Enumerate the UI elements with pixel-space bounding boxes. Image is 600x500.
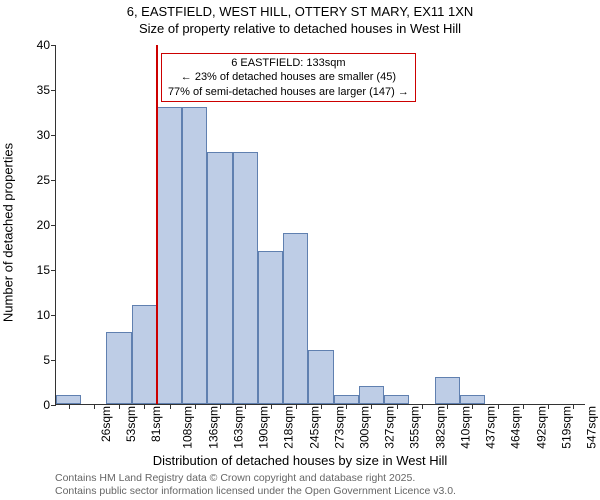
histogram-bar bbox=[384, 395, 409, 404]
x-tick-mark bbox=[397, 404, 398, 409]
x-tick-mark bbox=[195, 404, 196, 409]
histogram-bar bbox=[233, 152, 258, 404]
x-tick-mark bbox=[447, 404, 448, 409]
chart-title-line1: 6, EASTFIELD, WEST HILL, OTTERY ST MARY,… bbox=[0, 4, 600, 21]
y-tick-mark bbox=[51, 135, 56, 136]
y-tick-mark bbox=[51, 315, 56, 316]
x-tick-label: 218sqm bbox=[282, 406, 296, 449]
y-tick-mark bbox=[51, 180, 56, 181]
x-tick-mark bbox=[573, 404, 574, 409]
x-tick-label: 410sqm bbox=[459, 406, 473, 449]
histogram-bar bbox=[56, 395, 81, 404]
histogram-bar bbox=[132, 305, 157, 404]
y-tick-mark bbox=[51, 360, 56, 361]
y-tick-mark bbox=[51, 225, 56, 226]
y-axis-label: Number of detached properties bbox=[1, 143, 16, 322]
footer-attribution: Contains HM Land Registry data © Crown c… bbox=[55, 472, 456, 498]
x-tick-mark bbox=[94, 404, 95, 409]
footer-line1: Contains HM Land Registry data © Crown c… bbox=[55, 472, 456, 485]
y-tick-mark bbox=[51, 405, 56, 406]
x-tick-mark bbox=[271, 404, 272, 409]
x-tick-mark bbox=[548, 404, 549, 409]
x-tick-label: 492sqm bbox=[534, 406, 548, 449]
x-tick-label: 547sqm bbox=[585, 406, 599, 449]
x-tick-mark bbox=[422, 404, 423, 409]
x-tick-label: 437sqm bbox=[484, 406, 498, 449]
histogram-bar bbox=[157, 107, 182, 404]
x-tick-mark bbox=[296, 404, 297, 409]
x-tick-label: 163sqm bbox=[232, 406, 246, 449]
annotation-line3: 77% of semi-detached houses are larger (… bbox=[168, 85, 409, 99]
histogram-bar bbox=[460, 395, 485, 404]
x-tick-mark bbox=[472, 404, 473, 409]
x-tick-mark bbox=[498, 404, 499, 409]
plot-area: 051015202530354026sqm53sqm81sqm108sqm136… bbox=[55, 45, 585, 405]
x-tick-mark bbox=[371, 404, 372, 409]
x-tick-label: 53sqm bbox=[124, 406, 138, 442]
x-axis-label: Distribution of detached houses by size … bbox=[0, 453, 600, 468]
x-tick-mark bbox=[144, 404, 145, 409]
histogram-bar bbox=[182, 107, 207, 404]
annotation-box: 6 EASTFIELD: 133sqm← 23% of detached hou… bbox=[161, 53, 416, 102]
histogram-chart: 6, EASTFIELD, WEST HILL, OTTERY ST MARY,… bbox=[0, 0, 600, 500]
x-tick-mark bbox=[119, 404, 120, 409]
footer-line2: Contains public sector information licen… bbox=[55, 485, 456, 498]
x-tick-label: 108sqm bbox=[181, 406, 195, 449]
x-tick-label: 464sqm bbox=[509, 406, 523, 449]
histogram-bar bbox=[106, 332, 131, 404]
histogram-bar bbox=[207, 152, 232, 404]
histogram-bar bbox=[435, 377, 460, 404]
x-tick-mark bbox=[245, 404, 246, 409]
x-tick-label: 245sqm bbox=[307, 406, 321, 449]
x-tick-label: 382sqm bbox=[433, 406, 447, 449]
histogram-bar bbox=[359, 386, 384, 404]
histogram-bar bbox=[283, 233, 308, 404]
annotation-line1: 6 EASTFIELD: 133sqm bbox=[168, 56, 409, 70]
x-tick-mark bbox=[321, 404, 322, 409]
marker-line bbox=[156, 45, 158, 404]
chart-title-line2: Size of property relative to detached ho… bbox=[0, 21, 600, 38]
x-tick-mark bbox=[69, 404, 70, 409]
x-tick-label: 190sqm bbox=[257, 406, 271, 449]
x-tick-label: 273sqm bbox=[332, 406, 346, 449]
x-tick-label: 355sqm bbox=[408, 406, 422, 449]
x-tick-label: 300sqm bbox=[358, 406, 372, 449]
y-tick-mark bbox=[51, 45, 56, 46]
x-tick-mark bbox=[220, 404, 221, 409]
x-tick-mark bbox=[346, 404, 347, 409]
histogram-bar bbox=[258, 251, 283, 404]
y-tick-mark bbox=[51, 90, 56, 91]
annotation-line2: ← 23% of detached houses are smaller (45… bbox=[168, 70, 409, 84]
x-tick-mark bbox=[170, 404, 171, 409]
x-tick-label: 136sqm bbox=[206, 406, 220, 449]
histogram-bar bbox=[308, 350, 333, 404]
x-tick-label: 81sqm bbox=[149, 406, 163, 442]
y-tick-mark bbox=[51, 270, 56, 271]
histogram-bar bbox=[334, 395, 359, 404]
x-tick-mark bbox=[523, 404, 524, 409]
x-tick-label: 327sqm bbox=[383, 406, 397, 449]
x-tick-label: 519sqm bbox=[560, 406, 574, 449]
x-tick-label: 26sqm bbox=[99, 406, 113, 442]
